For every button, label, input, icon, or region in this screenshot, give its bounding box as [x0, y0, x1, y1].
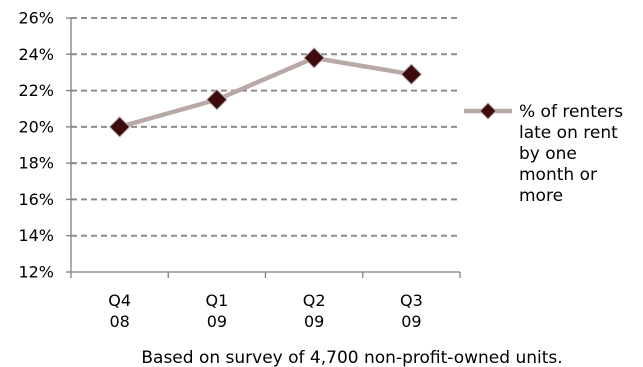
- series: [108, 47, 423, 138]
- x-tick-label: Q1 09: [205, 291, 228, 331]
- y-tick-label: 12%: [18, 263, 54, 282]
- y-tick-label: 24%: [18, 45, 54, 64]
- legend-marker-swatch: [479, 102, 497, 120]
- data-point-marker: [303, 47, 325, 69]
- y-tick-label: 22%: [18, 81, 54, 100]
- y-tick-label: 14%: [18, 226, 54, 245]
- x-tick-label: Q4 08: [108, 291, 131, 331]
- legend: % of renters late on rent by one month or mo…: [464, 102, 623, 206]
- legend-label: % of renters late on rent by one month or mo…: [519, 102, 623, 206]
- x-tick-labels: Q4 08 Q1 09 Q2 09 Q3 09: [108, 291, 423, 331]
- y-tick-labels: 12% 14% 16% 18% 20% 22% 24% 26%: [18, 9, 54, 282]
- data-point-marker: [108, 116, 131, 138]
- y-tick-label: 16%: [18, 190, 54, 209]
- axes: [66, 17, 461, 278]
- series-line: [119, 55, 412, 130]
- y-tick-label: 20%: [18, 117, 54, 136]
- y-tick-label: 18%: [18, 154, 54, 173]
- data-point-marker: [206, 88, 228, 111]
- y-tick-label: 26%: [18, 9, 54, 28]
- chart-caption: Based on survey of 4,700 non-profit-owne…: [141, 348, 562, 367]
- x-tick-label: Q2 09: [303, 291, 326, 331]
- gridlines: [71, 17, 460, 237]
- x-tick-label: Q3 09: [400, 291, 423, 331]
- data-point-marker: [400, 63, 423, 85]
